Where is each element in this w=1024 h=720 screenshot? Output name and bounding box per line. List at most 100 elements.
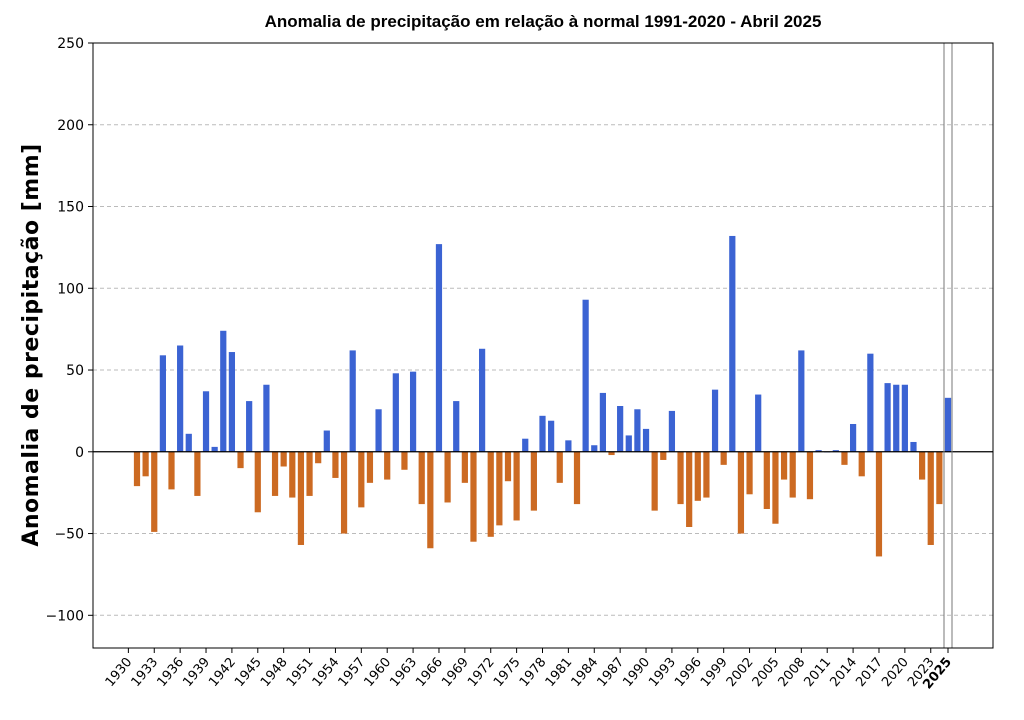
y-tick-label: −50 xyxy=(54,527,84,543)
bar xyxy=(694,451,701,501)
bar xyxy=(142,451,149,477)
x-tick-label: 2008 xyxy=(776,655,809,690)
y-tick-label: 200 xyxy=(57,118,84,134)
x-tick-label: 1969 xyxy=(439,655,472,690)
bar xyxy=(599,392,606,452)
bar xyxy=(194,451,201,496)
bar xyxy=(901,384,908,452)
bar xyxy=(280,451,287,467)
bar xyxy=(849,423,857,452)
x-tick-label: 2005 xyxy=(750,655,783,690)
bar xyxy=(919,451,926,480)
bar xyxy=(263,384,270,452)
x-tick-label: 1936 xyxy=(154,655,187,690)
x-tick-label: 1981 xyxy=(543,655,576,690)
bar xyxy=(763,451,770,510)
bar xyxy=(608,451,615,456)
bar xyxy=(642,428,650,452)
bar xyxy=(289,451,296,498)
bar xyxy=(177,345,184,452)
bar xyxy=(185,433,192,452)
bar xyxy=(884,383,891,452)
bar xyxy=(625,435,632,452)
x-tick-label: 1996 xyxy=(672,655,705,690)
bar xyxy=(211,446,218,452)
bar xyxy=(461,451,468,483)
bar xyxy=(858,451,865,477)
bar xyxy=(686,451,693,527)
bar xyxy=(340,451,348,534)
bar xyxy=(246,401,253,452)
x-tick-label: 2011 xyxy=(802,655,835,690)
bar xyxy=(617,406,624,452)
bar xyxy=(591,445,598,452)
bar xyxy=(444,451,451,503)
bar xyxy=(315,451,322,464)
x-tick-label: 1987 xyxy=(594,655,627,690)
bar xyxy=(418,451,425,505)
bar xyxy=(384,451,391,480)
bar xyxy=(556,451,563,483)
x-tick-label: 1966 xyxy=(413,655,446,690)
x-tick-label: 1951 xyxy=(284,655,317,690)
chart-title: Anomalia de precipitação em relação à no… xyxy=(265,12,822,31)
x-tick-label: 1963 xyxy=(387,655,420,690)
x-tick-label: 1984 xyxy=(569,655,602,690)
bar xyxy=(867,353,874,452)
x-tick-label: 1999 xyxy=(698,655,731,690)
bar xyxy=(522,438,529,452)
bar xyxy=(297,451,305,545)
bar xyxy=(711,389,719,452)
bar xyxy=(323,430,330,452)
bar xyxy=(133,451,141,487)
bar xyxy=(910,441,917,452)
y-tick-label: −100 xyxy=(46,608,84,624)
y-tick-label: 150 xyxy=(57,200,84,216)
x-tick-label: 1990 xyxy=(620,655,653,690)
bar xyxy=(668,410,676,452)
bar xyxy=(780,451,788,480)
bar xyxy=(453,401,460,452)
bar xyxy=(513,451,520,521)
bar xyxy=(168,451,175,490)
x-tick-label: 1975 xyxy=(491,655,524,690)
y-tick-label: 250 xyxy=(57,36,84,52)
bar xyxy=(720,451,727,465)
bar xyxy=(737,451,745,534)
bar xyxy=(306,451,313,496)
bar xyxy=(634,409,641,452)
plot-frame xyxy=(92,42,994,649)
x-tick-label: 1978 xyxy=(517,655,550,690)
bar xyxy=(893,384,900,452)
bar xyxy=(789,451,796,498)
bar xyxy=(271,451,279,496)
bar xyxy=(755,394,762,452)
bar xyxy=(427,451,434,549)
x-tick-label: 2002 xyxy=(724,655,757,690)
bars xyxy=(133,235,952,557)
x-tick-label: 1993 xyxy=(646,655,679,690)
y-tick-label: 50 xyxy=(66,363,84,379)
bar xyxy=(927,451,934,545)
bar xyxy=(729,235,736,452)
x-axis-ticks: 1930193319361939194219451948195119541957… xyxy=(103,648,955,692)
bar xyxy=(746,451,753,495)
bar xyxy=(435,244,443,452)
x-tick-label: 1948 xyxy=(258,655,291,690)
bar xyxy=(237,451,244,469)
x-tick-label: 1942 xyxy=(206,655,239,690)
bar xyxy=(375,409,382,452)
bar xyxy=(504,451,512,482)
bar xyxy=(703,451,710,498)
y-tick-label: 0 xyxy=(75,445,84,461)
bar xyxy=(539,415,546,452)
bar xyxy=(151,451,158,532)
x-tick-label: 2014 xyxy=(827,655,860,690)
bar xyxy=(582,299,589,452)
bar xyxy=(496,451,503,526)
bar xyxy=(651,451,658,511)
bar xyxy=(936,451,943,505)
bar xyxy=(798,350,805,452)
bar xyxy=(487,451,494,537)
